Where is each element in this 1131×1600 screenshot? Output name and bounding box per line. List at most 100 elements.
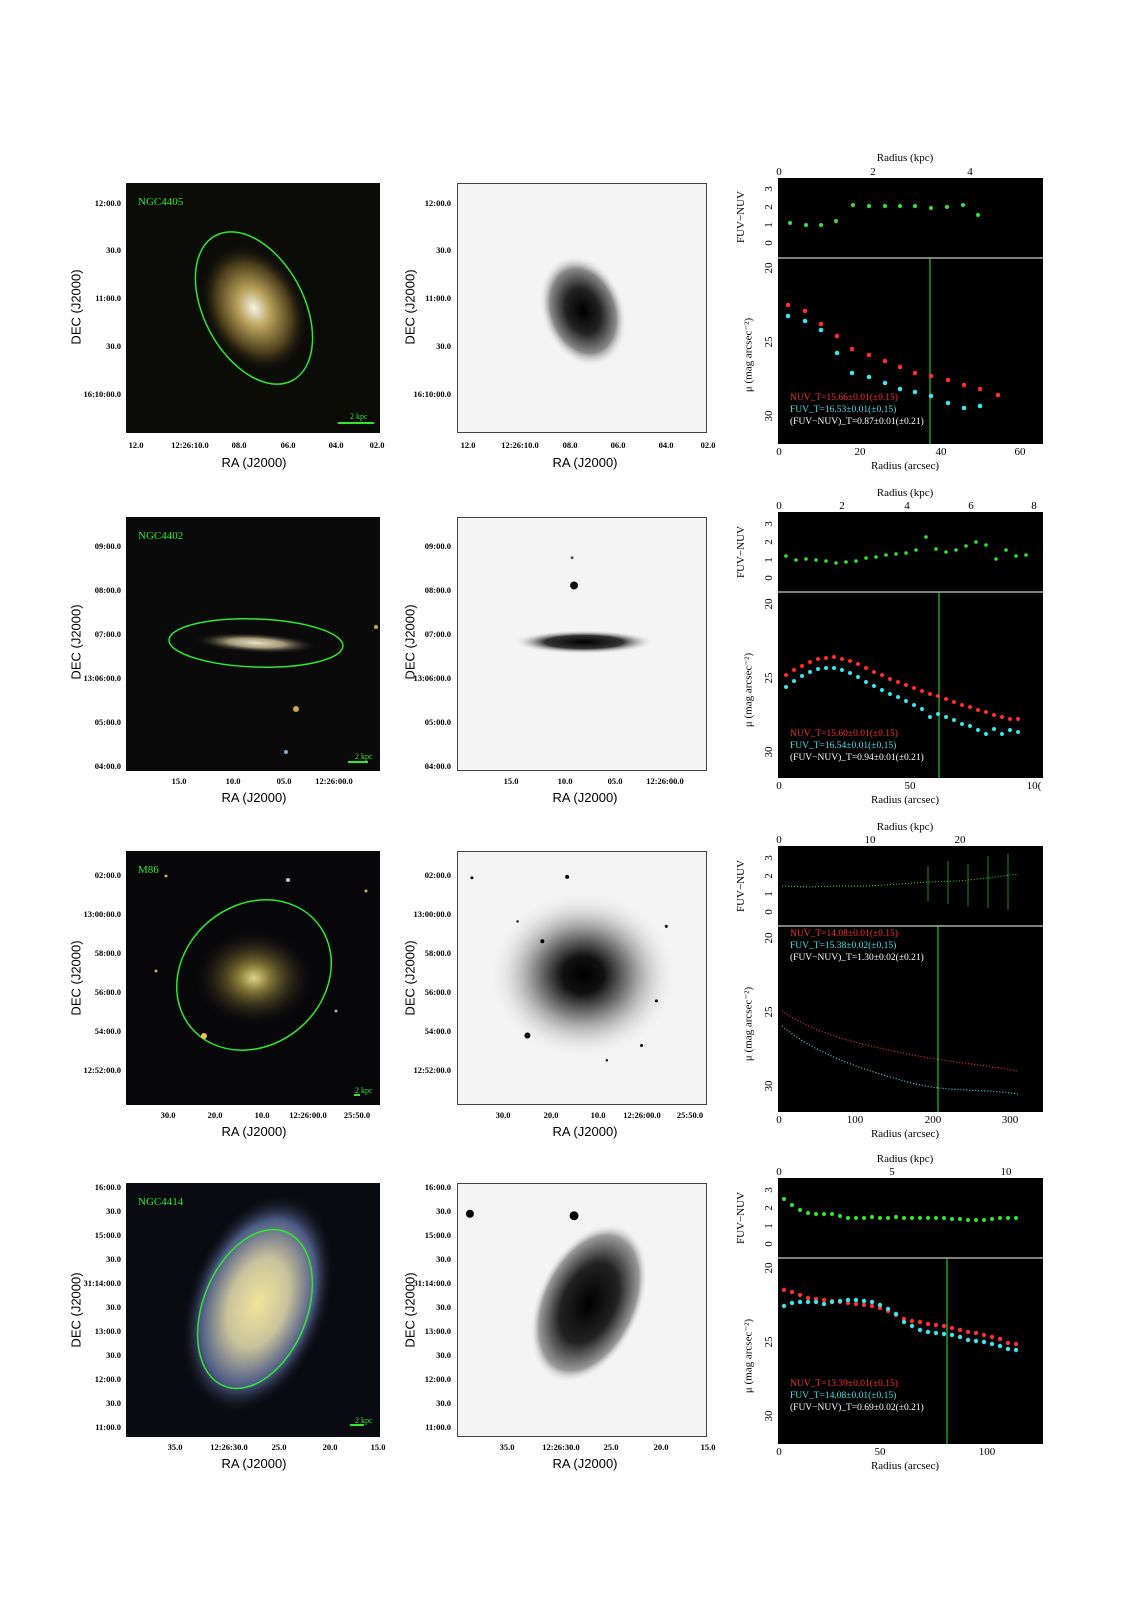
- dec-tick: 30.0: [436, 1254, 451, 1264]
- profile-svg: [778, 535, 1043, 778]
- galaxy-image: [168, 618, 378, 763]
- ra-tick: 35.0: [167, 1442, 183, 1452]
- dec-tick: 30.0: [436, 245, 451, 255]
- color-tick: 3: [763, 855, 775, 861]
- color-axis-label: FUV−NUV: [735, 525, 747, 579]
- color-points: [784, 535, 1028, 565]
- ra-tick: 25.0: [271, 1442, 287, 1452]
- kpc-tick: 0: [776, 1166, 782, 1178]
- ra-axis-label: RA (J2000): [221, 790, 287, 805]
- mu-tick: 20: [763, 598, 775, 610]
- scale-bar-label: 2 kpc: [355, 1416, 373, 1425]
- fuv-total: FUV_T=14.08±0.01(±0.15): [790, 1391, 897, 1401]
- nuv-image: [457, 183, 707, 433]
- profile-svg: [778, 1197, 1043, 1444]
- dec-axis-label: DEC (J2000): [402, 604, 418, 680]
- dec-tick: 56:00.0: [424, 987, 451, 997]
- kpc-tick: 5: [889, 1166, 895, 1178]
- arcsec-tick: 50: [874, 1446, 886, 1458]
- color-image: [126, 851, 380, 1105]
- arcsec-axis-label: Radius (arcsec): [870, 460, 940, 472]
- color-tick: 2: [763, 539, 775, 545]
- ra-tick: 12:26:30.0: [210, 1442, 248, 1452]
- dec-tick: 13:00.0: [94, 1326, 121, 1336]
- dec-tick: 54:00.0: [424, 1026, 451, 1036]
- galaxy-name: NGC4414: [138, 1196, 184, 1208]
- dec-axis-label: DEC (J2000): [68, 1272, 84, 1348]
- dec-tick: 07:00.0: [424, 629, 451, 639]
- dec-tick: 12:00.0: [424, 1374, 451, 1384]
- ra-tick: 10.0: [590, 1110, 606, 1120]
- scale-bar-label: 2 kpc: [355, 1086, 373, 1095]
- ra-tick: 12:26:00.0: [289, 1110, 327, 1120]
- galaxy-image: [194, 231, 374, 424]
- color-axis-label: FUV−NUV: [735, 859, 747, 913]
- kpc-tick: 2: [870, 166, 876, 178]
- dec-tick: 30.0: [106, 1398, 121, 1408]
- ra-axis-label: RA (J2000): [552, 455, 618, 470]
- profile-svg: [778, 203, 1043, 444]
- dec-tick: 04:00.0: [94, 761, 121, 771]
- mu-tick: 30: [763, 1080, 775, 1092]
- ra-tick: 10.0: [557, 776, 573, 786]
- mu-tick: 25: [763, 1006, 775, 1018]
- dec-tick: 08:00.0: [424, 585, 451, 595]
- nuv-points: [784, 655, 1020, 721]
- ra-tick: 10.0: [254, 1110, 270, 1120]
- magnitude-annotation: NUV_T=15.66±0.01(±0.15) FUV_T=16.53±0.01…: [790, 392, 924, 428]
- mu-tick: 20: [763, 262, 775, 274]
- ra-axis-label: RA (J2000): [552, 1456, 618, 1471]
- dec-tick: 30.0: [106, 1302, 121, 1312]
- magnitude-annotation: NUV_T=14.08±0.01(±0.15) FUV_T=15.38±0.02…: [790, 928, 924, 964]
- profile-plot: [778, 846, 1043, 1112]
- ra-tick: 12:26:00.0: [646, 776, 684, 786]
- galaxy-gray-image: [539, 255, 627, 367]
- dec-tick: 09:00.0: [94, 541, 121, 551]
- ra-tick: 04.0: [658, 440, 674, 450]
- nuv-points: [781, 1287, 1019, 1347]
- aperture-ellipse: [168, 618, 344, 668]
- ra-axis-label: RA (J2000): [552, 790, 618, 805]
- mu-axis-label: μ (mag arcsec⁻²): [742, 986, 755, 1062]
- ra-tick: 02.0: [369, 440, 385, 450]
- dec-tick: 11:00.0: [425, 293, 451, 303]
- ra-axis-label: RA (J2000): [221, 455, 287, 470]
- dec-tick: 08:00.0: [94, 585, 121, 595]
- arcsec-tick: 300: [1001, 1114, 1019, 1126]
- kpc-tick: 4: [967, 166, 973, 178]
- galaxy-gray-image: [465, 1209, 648, 1383]
- color-tick: 3: [763, 521, 775, 527]
- magnitude-annotation: NUV_T=15.60±0.01(±0.15) FUV_T=16.54±0.01…: [790, 728, 924, 764]
- color-points: [782, 1197, 1018, 1222]
- dec-axis-label: DEC (J2000): [68, 940, 84, 1016]
- dec-tick: 30.0: [436, 1206, 451, 1216]
- ra-tick: 30.0: [495, 1110, 511, 1120]
- profile-svg: [778, 854, 1043, 1112]
- arcsec-tick: 0: [776, 1114, 782, 1126]
- dec-tick: 12:00.0: [424, 198, 451, 208]
- ra-tick: 25:50.0: [676, 1110, 704, 1120]
- ra-tick: 20.0: [322, 1442, 338, 1452]
- galaxy-image: [154, 874, 368, 1096]
- dec-tick: 12:00.0: [94, 1374, 121, 1384]
- ra-tick: 12:26:00.0: [623, 1110, 661, 1120]
- arcsec-axis-label: Radius (arcsec): [870, 794, 940, 806]
- color-axis-label: FUV−NUV: [735, 190, 747, 244]
- kpc-axis-label: Radius (kpc): [876, 152, 934, 164]
- color-tick: 3: [763, 1187, 775, 1193]
- scale-bar-label: 2 kpc: [350, 412, 368, 421]
- dec-tick: 02:00.0: [94, 870, 121, 880]
- arcsec-tick: 10(: [1026, 780, 1042, 792]
- color-tick: 1: [763, 557, 775, 563]
- dec-tick: 16:00.0: [94, 1182, 121, 1192]
- color-axis-label: FUV−NUV: [735, 1191, 747, 1245]
- nuv-total: NUV_T=15.60±0.01(±0.15): [790, 729, 898, 739]
- dec-tick: 31:14:00.0: [83, 1278, 121, 1288]
- dec-tick: 58:00.0: [94, 948, 121, 958]
- mu-tick: 25: [763, 1336, 775, 1348]
- kpc-tick: 20: [954, 834, 966, 846]
- aperture-ellipse: [175, 899, 333, 1051]
- dec-tick: 05:00.0: [424, 717, 451, 727]
- arcsec-axis-label: Radius (arcsec): [870, 1128, 940, 1140]
- ra-axis-label: RA (J2000): [221, 1456, 287, 1471]
